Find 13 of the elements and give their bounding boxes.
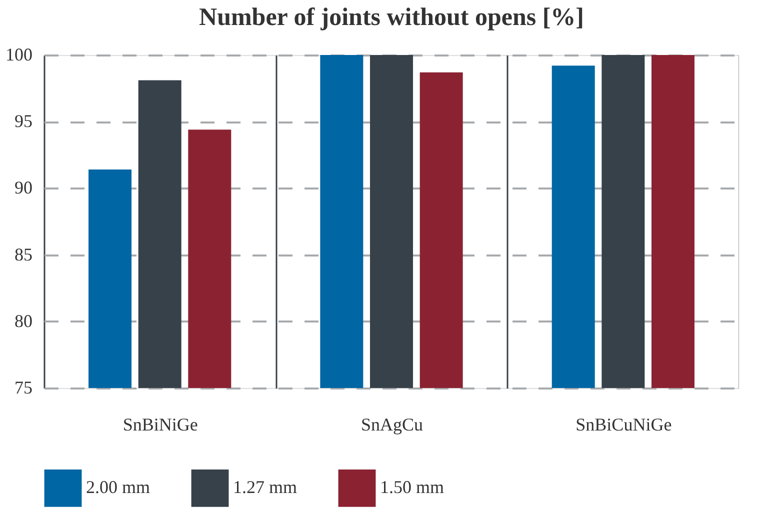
y-tick-label: 90: [14, 178, 32, 198]
y-tick-label: 100: [6, 44, 32, 64]
x-tick-label: SnBiCuNiGe: [576, 414, 672, 434]
chart-title: Number of joints without opens [%]: [199, 4, 584, 31]
y-tick-label: 85: [14, 244, 32, 264]
y-tick-label: 95: [14, 111, 32, 132]
legend-label: 2.00 mm: [86, 477, 150, 498]
legend-label: 1.27 mm: [233, 477, 298, 498]
x-tick-label: SnAgCu: [360, 414, 424, 434]
legend-label: 1.50 mm: [380, 477, 444, 498]
y-tick-label: 80: [14, 310, 32, 331]
y-tick-label: 75: [14, 378, 32, 398]
x-tick-label: SnBiNiGe: [122, 414, 198, 434]
